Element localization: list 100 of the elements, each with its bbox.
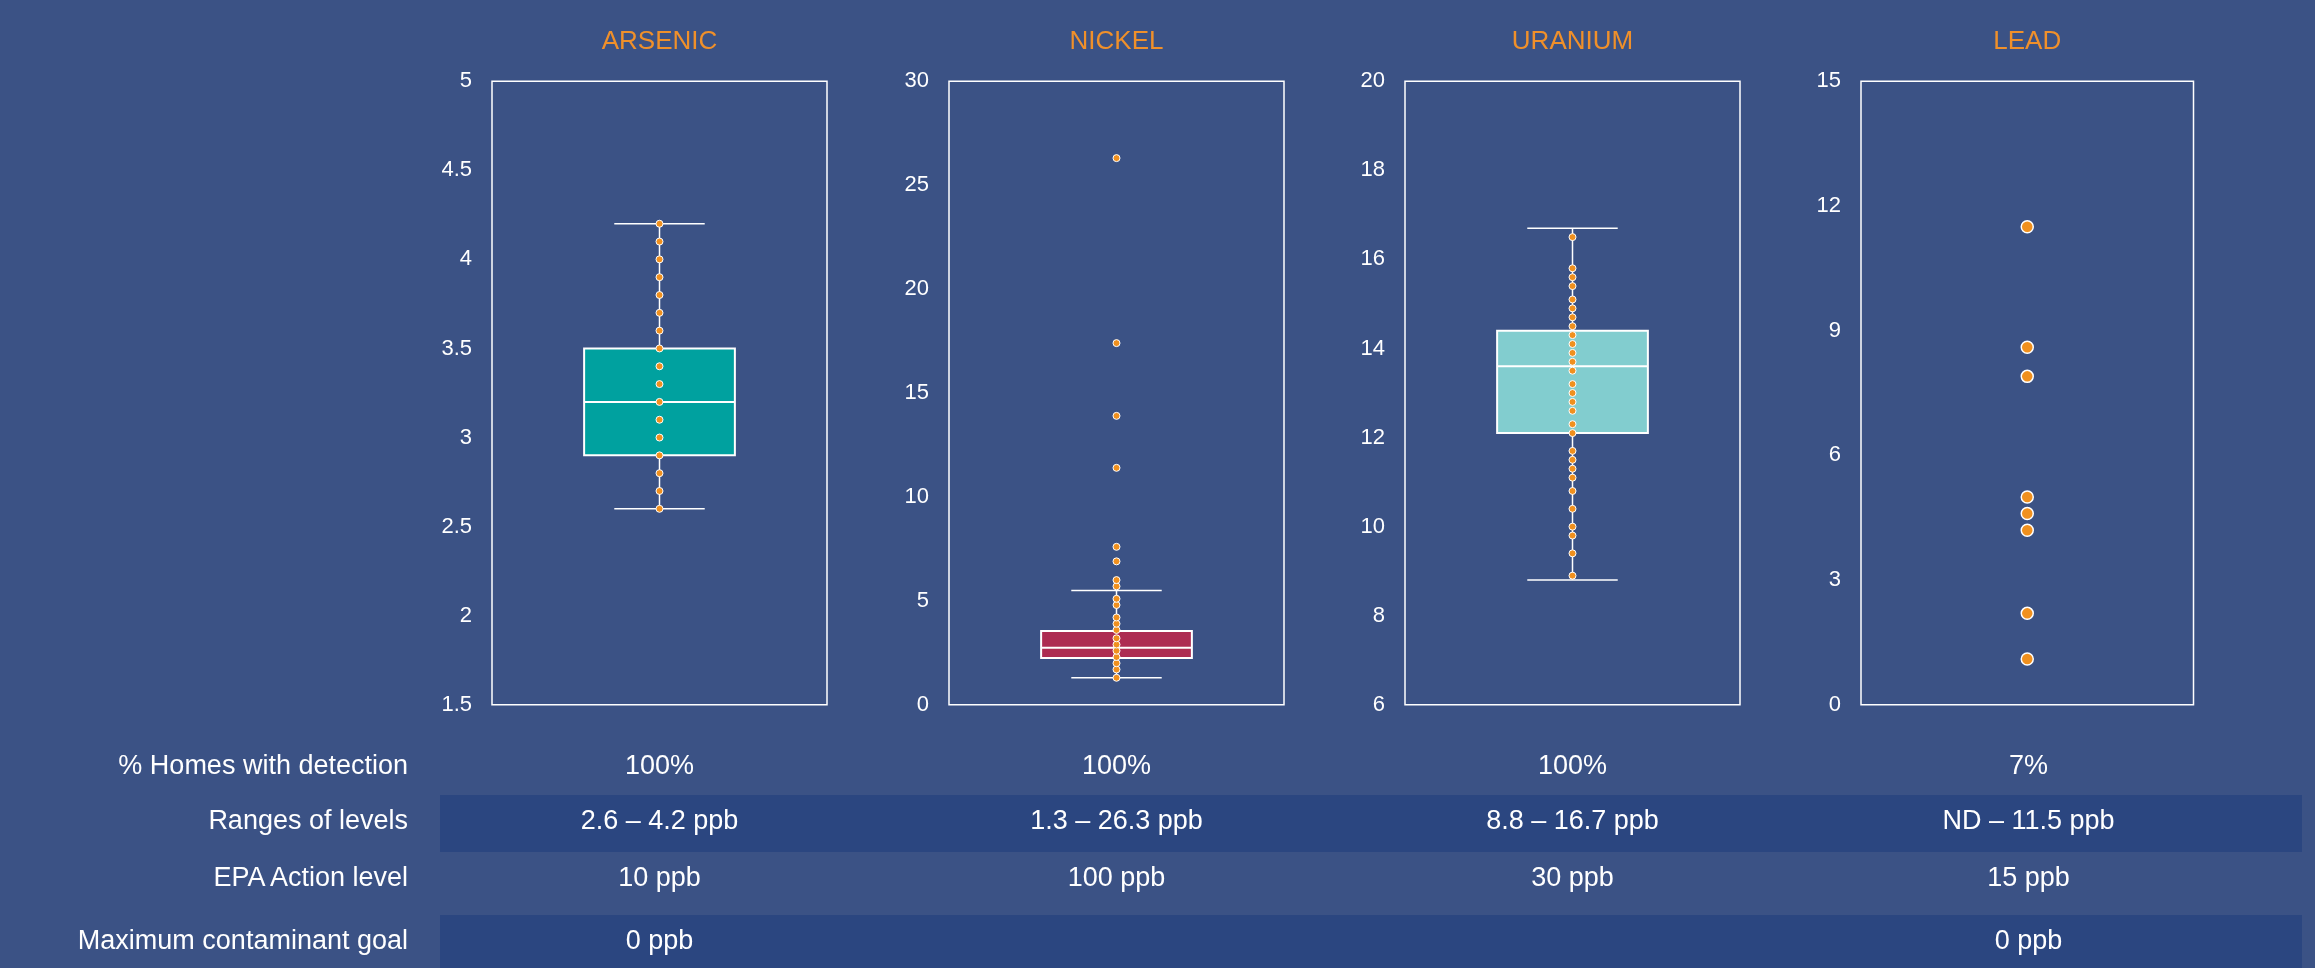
text: Ranges of levels — [207, 804, 408, 837]
point — [655, 273, 664, 282]
point — [655, 433, 664, 442]
point — [2020, 652, 2034, 666]
text: EPA Action level — [212, 861, 408, 894]
y-tick-label: 2 — [459, 601, 472, 627]
point — [1112, 339, 1121, 348]
point — [1568, 473, 1577, 482]
y-tick-label: 4 — [459, 245, 472, 271]
point — [2020, 219, 2034, 234]
text: 30 ppb — [1530, 861, 1615, 894]
text: % Homes with detection — [117, 749, 408, 782]
point — [2020, 490, 2034, 504]
point — [1568, 304, 1577, 313]
text: 100% — [623, 749, 696, 782]
x-tick-label: URANIUM — [1511, 24, 1634, 55]
text: 100% — [1080, 749, 1153, 782]
point — [655, 308, 664, 317]
point — [655, 237, 664, 246]
point — [2020, 523, 2034, 537]
point — [1568, 340, 1577, 348]
point — [1112, 154, 1121, 163]
y-tick-label: 12 — [1816, 191, 1841, 217]
point — [2020, 340, 2034, 355]
point — [1568, 331, 1577, 340]
y-tick-label: 15 — [1816, 67, 1841, 93]
point — [1568, 313, 1577, 322]
point — [655, 504, 664, 513]
point — [655, 397, 664, 406]
point — [1112, 542, 1121, 551]
y-tick-label: 9 — [1828, 316, 1841, 342]
text: 0 ppb — [1993, 924, 2064, 957]
point — [1568, 282, 1577, 291]
y-tick-label: 20 — [1360, 67, 1385, 93]
point — [1568, 389, 1577, 397]
point — [2020, 506, 2034, 521]
point — [655, 415, 664, 424]
y-tick-label: 12 — [1360, 423, 1385, 449]
text: 15 ppb — [1986, 861, 2071, 894]
y-tick-label: 5 — [916, 586, 929, 612]
y-tick-label: 3.5 — [441, 334, 472, 360]
y-tick-label: 30 — [904, 67, 929, 93]
point — [1568, 464, 1577, 473]
y-tick-label: 10 — [904, 483, 929, 508]
y-tick-label: 5 — [459, 67, 472, 93]
point — [1568, 446, 1577, 455]
y-tick-label: 18 — [1360, 156, 1385, 182]
point — [1112, 557, 1121, 566]
point — [1568, 233, 1577, 242]
text: 7% — [2008, 749, 2049, 782]
y-tick-label: 3 — [459, 423, 472, 449]
point — [1568, 406, 1577, 415]
y-tick-label: 25 — [904, 171, 929, 197]
text: 10 ppb — [617, 861, 702, 894]
point — [1112, 594, 1121, 603]
y-tick-label: 0 — [916, 690, 929, 716]
point — [1112, 619, 1121, 628]
point — [655, 486, 664, 495]
point — [1112, 659, 1121, 668]
point — [655, 362, 664, 371]
point — [1568, 486, 1577, 495]
point — [1112, 576, 1121, 585]
point — [655, 380, 664, 389]
y-tick-label: 4.5 — [441, 156, 472, 182]
point — [1112, 613, 1121, 622]
point — [1568, 380, 1577, 389]
x-tick-label: LEAD — [1993, 24, 2062, 55]
point — [2020, 606, 2034, 621]
y-tick-label: 0 — [1828, 690, 1841, 716]
point — [1568, 571, 1577, 580]
point — [1568, 366, 1577, 375]
point — [1112, 634, 1121, 643]
point — [1568, 455, 1577, 464]
point — [1568, 397, 1577, 406]
point — [655, 451, 664, 460]
y-tick-label: 6 — [1828, 441, 1841, 467]
y-tick-label: 15 — [904, 379, 929, 405]
point — [1112, 601, 1121, 610]
point — [1568, 531, 1577, 540]
text: 2.6 – 4.2 ppb — [579, 804, 740, 837]
y-tick-label: 8 — [1372, 601, 1385, 627]
text: 8.8 – 16.7 ppb — [1485, 804, 1660, 837]
point — [1112, 411, 1121, 420]
y-tick-label: 20 — [904, 275, 929, 301]
x-tick-label: NICKEL — [1069, 24, 1164, 55]
point — [1568, 504, 1577, 513]
point — [1568, 273, 1577, 282]
text: Maximum contaminant goal — [76, 924, 408, 957]
point — [1568, 264, 1577, 273]
y-tick-label: 10 — [1360, 512, 1385, 538]
point — [655, 219, 664, 228]
y-tick-label: 3 — [1828, 566, 1841, 592]
y-tick-label: 16 — [1360, 245, 1385, 271]
point — [1568, 549, 1577, 558]
text: 100% — [1536, 749, 1609, 782]
point — [655, 255, 664, 264]
y-tick-label: 1.5 — [441, 690, 472, 716]
text: 0 ppb — [624, 924, 695, 957]
point — [1568, 429, 1577, 438]
y-tick-label: 2.5 — [441, 512, 472, 538]
